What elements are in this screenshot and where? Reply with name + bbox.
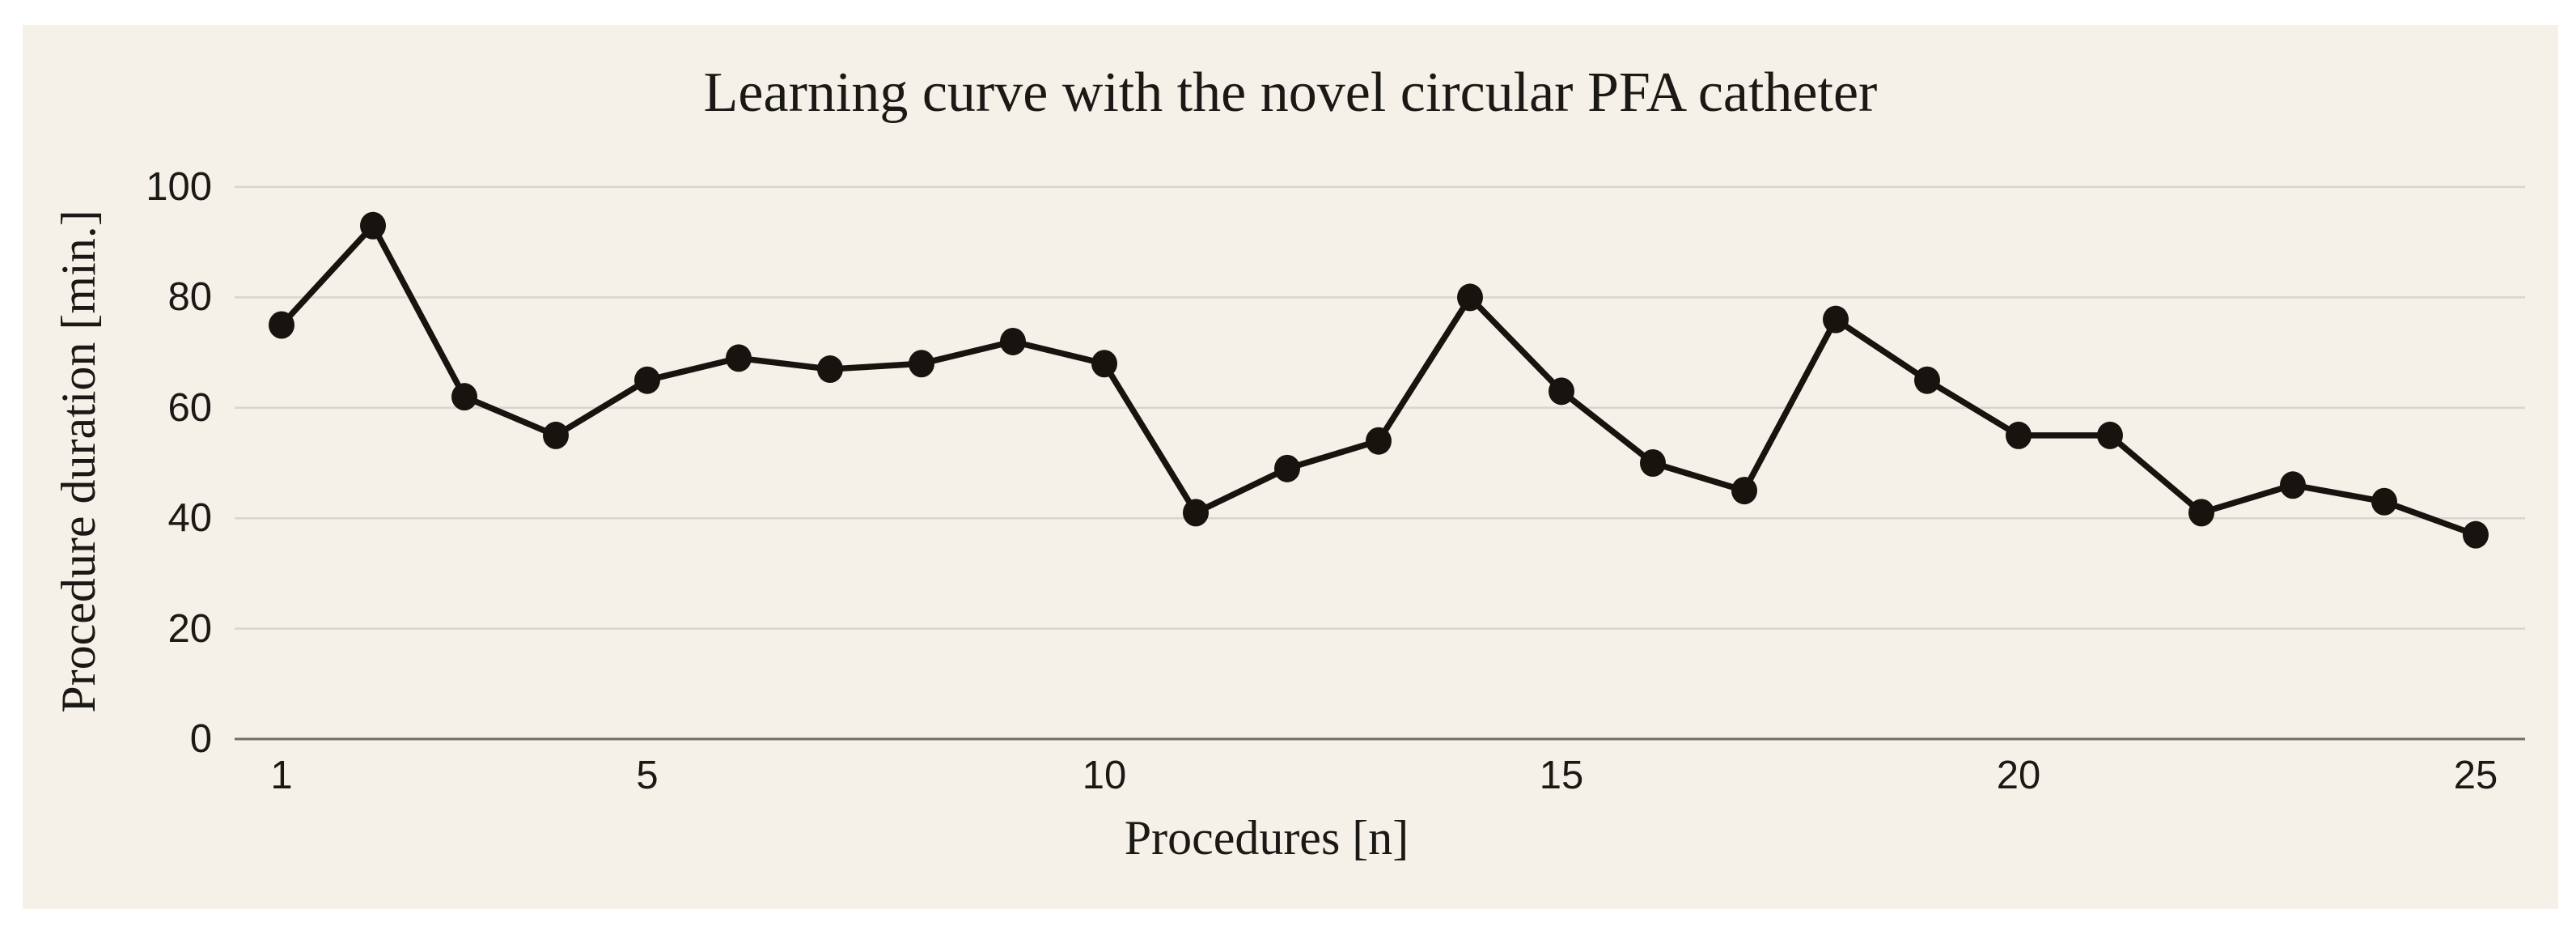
gridlines-group: [235, 185, 2525, 741]
data-point-marker: [1457, 283, 1483, 312]
y-tick-label: 40: [167, 496, 212, 541]
y-tick-label: 0: [189, 717, 212, 761]
data-point-marker: [726, 344, 752, 372]
data-point-marker: [2280, 471, 2306, 499]
chart-title: Learning curve with the novel circular P…: [703, 62, 1878, 124]
data-point-marker: [1274, 454, 1300, 482]
data-point-marker: [360, 211, 386, 240]
x-tick-label: 20: [1996, 754, 2041, 797]
data-point-marker: [2188, 499, 2214, 527]
data-point-marker: [451, 383, 477, 411]
data-point-marker: [1549, 377, 1574, 406]
data-point-marker: [634, 366, 660, 394]
y-tick-label: 100: [146, 165, 212, 209]
data-point-marker: [1366, 427, 1392, 455]
data-point-marker: [1914, 366, 1940, 394]
data-point-marker: [2371, 487, 2397, 516]
x-tick-label: 10: [1082, 754, 1127, 797]
data-point-marker: [1091, 350, 1117, 378]
data-point-marker: [1640, 449, 1666, 477]
y-tick-label: 60: [167, 385, 212, 430]
data-point-marker: [909, 350, 934, 378]
data-point-marker: [1731, 477, 1757, 505]
x-tick-label: 5: [636, 754, 659, 797]
data-point-marker: [2006, 421, 2032, 449]
data-point-marker: [817, 355, 843, 384]
data-point-marker: [1183, 499, 1209, 527]
y-tick-label: 20: [167, 606, 212, 651]
data-point-marker: [1000, 327, 1026, 355]
x-axis-label: Procedures [n]: [1124, 811, 1409, 864]
data-series-group: [269, 211, 2489, 549]
data-point-marker: [1823, 305, 1849, 333]
data-point-marker: [269, 311, 294, 339]
x-tick-label: 25: [2453, 754, 2498, 797]
data-point-marker: [2097, 421, 2123, 449]
data-point-marker: [543, 421, 569, 449]
x-tick-label: 15: [1539, 754, 1584, 797]
x-tick-label: 1: [270, 754, 293, 797]
y-tick-label: 80: [167, 275, 212, 320]
data-point-marker: [2463, 520, 2489, 549]
